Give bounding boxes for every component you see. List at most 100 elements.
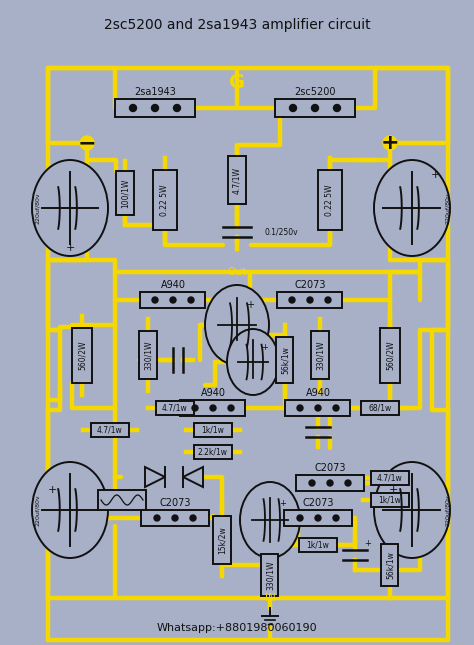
Circle shape bbox=[170, 297, 176, 303]
Circle shape bbox=[327, 480, 333, 486]
Text: IN: IN bbox=[264, 593, 275, 603]
Text: 220uf/80v: 220uf/80v bbox=[446, 494, 450, 526]
Bar bbox=[115, 99, 195, 117]
Circle shape bbox=[345, 480, 351, 486]
Circle shape bbox=[192, 405, 198, 411]
Ellipse shape bbox=[227, 329, 279, 395]
Circle shape bbox=[129, 104, 137, 112]
Bar bbox=[116, 171, 134, 215]
Text: 56k/1w: 56k/1w bbox=[281, 346, 290, 374]
Ellipse shape bbox=[374, 160, 450, 256]
Circle shape bbox=[297, 405, 303, 411]
Text: 0.22 5W: 0.22 5W bbox=[161, 184, 170, 215]
Text: Whatsapp:+8801980060190: Whatsapp:+8801980060190 bbox=[157, 623, 317, 633]
Text: 2sc5200: 2sc5200 bbox=[294, 87, 336, 97]
Circle shape bbox=[333, 405, 339, 411]
Text: 4.7/1w: 4.7/1w bbox=[97, 426, 123, 435]
Text: 1k/1w: 1k/1w bbox=[201, 426, 224, 435]
Bar bbox=[361, 401, 399, 415]
Bar bbox=[141, 510, 209, 526]
Text: Out: Out bbox=[228, 267, 246, 277]
Text: A940: A940 bbox=[201, 388, 226, 398]
Bar bbox=[262, 554, 279, 596]
Circle shape bbox=[154, 515, 160, 521]
Circle shape bbox=[297, 515, 303, 521]
Bar bbox=[318, 170, 342, 230]
Circle shape bbox=[172, 515, 178, 521]
Circle shape bbox=[289, 297, 295, 303]
Text: 2sa1943: 2sa1943 bbox=[134, 87, 176, 97]
Bar bbox=[181, 400, 246, 416]
Bar bbox=[228, 156, 246, 204]
Bar bbox=[98, 490, 146, 510]
Bar bbox=[140, 292, 206, 308]
Text: +: + bbox=[280, 499, 286, 508]
Bar bbox=[382, 544, 399, 586]
Bar bbox=[91, 423, 129, 437]
Bar bbox=[194, 423, 232, 437]
Circle shape bbox=[173, 104, 181, 112]
Circle shape bbox=[188, 297, 194, 303]
Bar bbox=[371, 471, 409, 485]
Circle shape bbox=[152, 297, 158, 303]
Ellipse shape bbox=[32, 462, 108, 558]
Text: 560/2W: 560/2W bbox=[385, 341, 394, 370]
Circle shape bbox=[334, 104, 340, 112]
Text: 0.1/250v: 0.1/250v bbox=[265, 228, 299, 237]
Circle shape bbox=[80, 136, 94, 150]
Bar bbox=[380, 328, 400, 382]
Text: 4.7/1W: 4.7/1W bbox=[233, 166, 241, 194]
Text: C2073: C2073 bbox=[302, 498, 334, 508]
Text: A940: A940 bbox=[306, 388, 330, 398]
Ellipse shape bbox=[32, 160, 108, 256]
Bar bbox=[275, 99, 355, 117]
Text: 68/1w: 68/1w bbox=[368, 404, 392, 413]
Bar bbox=[311, 331, 329, 379]
Circle shape bbox=[228, 405, 234, 411]
Bar bbox=[284, 510, 352, 526]
Text: 100/1W: 100/1W bbox=[120, 178, 129, 208]
Bar bbox=[153, 170, 177, 230]
Text: 220uf/80v: 220uf/80v bbox=[446, 192, 450, 224]
Bar bbox=[371, 493, 409, 507]
Circle shape bbox=[315, 405, 321, 411]
Text: C2073: C2073 bbox=[314, 463, 346, 473]
Text: 330/1W: 330/1W bbox=[144, 341, 153, 370]
Text: +: + bbox=[65, 243, 75, 253]
Ellipse shape bbox=[205, 285, 269, 365]
Bar bbox=[276, 337, 293, 383]
Bar bbox=[194, 445, 232, 459]
Polygon shape bbox=[183, 467, 203, 487]
Circle shape bbox=[333, 515, 339, 521]
Bar bbox=[285, 400, 350, 416]
Bar bbox=[139, 331, 157, 379]
Text: C2073: C2073 bbox=[294, 280, 326, 290]
Bar bbox=[296, 475, 364, 491]
Bar bbox=[299, 538, 337, 552]
Text: +: + bbox=[246, 300, 254, 310]
Text: +: + bbox=[47, 485, 57, 495]
Text: 1k/1w: 1k/1w bbox=[307, 541, 329, 550]
Ellipse shape bbox=[374, 462, 450, 558]
Text: C2073: C2073 bbox=[159, 498, 191, 508]
Text: 15k/2w: 15k/2w bbox=[218, 526, 227, 554]
Text: 0.22 5W: 0.22 5W bbox=[326, 184, 335, 215]
Text: 560/2W: 560/2W bbox=[78, 341, 86, 370]
Circle shape bbox=[325, 297, 331, 303]
Text: +: + bbox=[262, 344, 268, 353]
Text: 330/1W: 330/1W bbox=[316, 341, 325, 370]
Text: 1k/1w: 1k/1w bbox=[379, 495, 401, 504]
Circle shape bbox=[290, 104, 297, 112]
Text: 4.7/1w: 4.7/1w bbox=[162, 404, 188, 413]
Bar bbox=[277, 292, 343, 308]
Text: +: + bbox=[365, 539, 372, 548]
Circle shape bbox=[315, 515, 321, 521]
Text: 220uf/80v: 220uf/80v bbox=[36, 494, 40, 526]
Text: 330/1W: 330/1W bbox=[265, 561, 274, 590]
Text: G: G bbox=[229, 72, 245, 92]
Ellipse shape bbox=[240, 482, 300, 558]
Text: +: + bbox=[430, 170, 440, 180]
Text: A940: A940 bbox=[161, 280, 185, 290]
Bar bbox=[72, 328, 92, 382]
Circle shape bbox=[309, 480, 315, 486]
